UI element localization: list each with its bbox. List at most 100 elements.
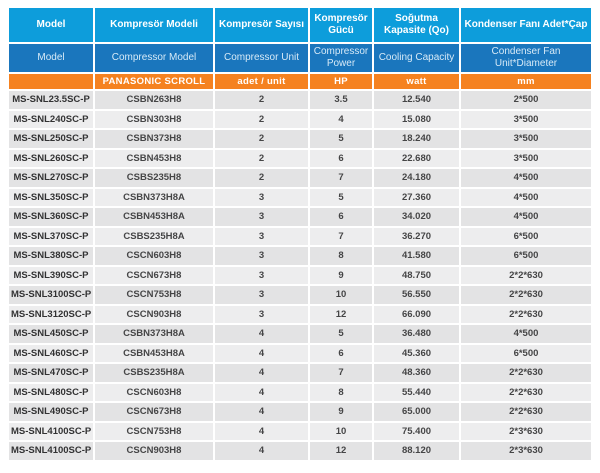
condenser-fan-cell: 4*500 — [461, 188, 591, 206]
compressor-power-cell: 10 — [310, 286, 372, 304]
table-row: MS-SNL470SC-P CSBS235H8A 4 7 48.360 2*2*630 — [9, 364, 591, 382]
condenser-fan-cell: 2*2*630 — [461, 364, 591, 382]
compressor-model-cell: CSBN373H8 — [95, 130, 213, 148]
model-cell: MS-SNL3120SC-P — [9, 305, 93, 323]
header-row-turkish: Model Kompresör Modeli Kompresör Sayısı … — [9, 8, 591, 42]
compressor-model-cell: CSBS235H8A — [95, 364, 213, 382]
cooling-capacity-cell: 27.360 — [374, 188, 459, 206]
table-row: MS-SNL23.5SC-P CSBN263H8 2 3.5 12.540 2*500 — [9, 91, 591, 109]
cooling-capacity-cell: 56.550 — [374, 286, 459, 304]
compressor-unit-cell: 2 — [215, 91, 308, 109]
header-compressor-model-en: Compressor Model — [95, 44, 213, 72]
table-row: MS-SNL460SC-P CSBN453H8A 4 6 45.360 6*500 — [9, 344, 591, 362]
compressor-spec-page: Model Kompresör Modeli Kompresör Sayısı … — [7, 6, 593, 462]
compressor-model-cell: CSCN753H8 — [95, 286, 213, 304]
compressor-model-cell: CSBN453H8A — [95, 344, 213, 362]
condenser-fan-cell: 2*2*630 — [461, 266, 591, 284]
unit-brand-cell: PANASONIC SCROLL — [95, 74, 213, 89]
table-body: MS-SNL23.5SC-P CSBN263H8 2 3.5 12.540 2*500 MS… — [9, 91, 591, 460]
cooling-capacity-cell: 45.360 — [374, 344, 459, 362]
compressor-power-cell: 9 — [310, 266, 372, 284]
compressor-unit-cell: 3 — [215, 286, 308, 304]
condenser-fan-cell: 2*500 — [461, 91, 591, 109]
model-cell: MS-SNL260SC-P — [9, 149, 93, 167]
compressor-model-cell: CSBN303H8 — [95, 110, 213, 128]
table-header: Model Kompresör Modeli Kompresör Sayısı … — [9, 8, 591, 89]
compressor-power-cell: 7 — [310, 227, 372, 245]
condenser-fan-cell: 2*3*630 — [461, 442, 591, 460]
compressor-unit-cell: 3 — [215, 188, 308, 206]
model-cell: MS-SNL450SC-P — [9, 325, 93, 343]
compressor-power-cell: 6 — [310, 208, 372, 226]
condenser-fan-cell: 2*2*630 — [461, 403, 591, 421]
table-row: MS-SNL3100SC-P CSCN753H8 3 10 56.550 2*2*630 — [9, 286, 591, 304]
condenser-fan-cell: 3*500 — [461, 110, 591, 128]
model-cell: MS-SNL23.5SC-P — [9, 91, 93, 109]
model-cell: MS-SNL4100SC-P — [9, 442, 93, 460]
compressor-power-cell: 6 — [310, 344, 372, 362]
compressor-unit-cell: 4 — [215, 383, 308, 401]
condenser-fan-cell: 3*500 — [461, 130, 591, 148]
model-cell: MS-SNL480SC-P — [9, 383, 93, 401]
compressor-model-cell: CSCN903H8 — [95, 442, 213, 460]
model-cell: MS-SNL370SC-P — [9, 227, 93, 245]
compressor-model-cell: CSBN263H8 — [95, 91, 213, 109]
compressor-model-cell: CSBS235H8A — [95, 227, 213, 245]
compressor-power-cell: 7 — [310, 169, 372, 187]
header-compressor-unit-tr: Kompresör Sayısı — [215, 8, 308, 42]
compressor-power-cell: 8 — [310, 383, 372, 401]
compressor-unit-cell: 2 — [215, 169, 308, 187]
condenser-fan-cell: 2*3*630 — [461, 422, 591, 440]
table-row: MS-SNL3120SC-P CSCN903H8 3 12 66.090 2*2*630 — [9, 305, 591, 323]
table-row: MS-SNL480SC-P CSCN603H8 4 8 55.440 2*2*630 — [9, 383, 591, 401]
compressor-power-cell: 7 — [310, 364, 372, 382]
cooling-capacity-cell: 34.020 — [374, 208, 459, 226]
model-cell: MS-SNL270SC-P — [9, 169, 93, 187]
compressor-model-cell: CSBN453H8 — [95, 149, 213, 167]
table-row: MS-SNL350SC-P CSBN373H8A 3 5 27.360 4*500 — [9, 188, 591, 206]
header-compressor-power-tr: Kompresör Gücü — [310, 8, 372, 42]
condenser-fan-cell: 4*500 — [461, 208, 591, 226]
model-cell: MS-SNL350SC-P — [9, 188, 93, 206]
header-compressor-model-tr: Kompresör Modeli — [95, 8, 213, 42]
compressor-model-cell: CSCN673H8 — [95, 266, 213, 284]
header-compressor-unit-en: Compressor Unit — [215, 44, 308, 72]
compressor-unit-cell: 2 — [215, 130, 308, 148]
header-model-tr: Model — [9, 8, 93, 42]
table-row: MS-SNL390SC-P CSCN673H8 3 9 48.750 2*2*630 — [9, 266, 591, 284]
header-model-en: Model — [9, 44, 93, 72]
compressor-power-cell: 9 — [310, 403, 372, 421]
model-cell: MS-SNL3100SC-P — [9, 286, 93, 304]
table-row: MS-SNL270SC-P CSBS235H8 2 7 24.180 4*500 — [9, 169, 591, 187]
model-cell: MS-SNL490SC-P — [9, 403, 93, 421]
condenser-fan-cell: 4*500 — [461, 325, 591, 343]
table-row: MS-SNL360SC-P CSBN453H8A 3 6 34.020 4*500 — [9, 208, 591, 226]
cooling-capacity-cell: 22.680 — [374, 149, 459, 167]
table-row: MS-SNL490SC-P CSCN673H8 4 9 65.000 2*2*630 — [9, 403, 591, 421]
compressor-power-cell: 4 — [310, 110, 372, 128]
compressor-power-cell: 8 — [310, 247, 372, 265]
cooling-capacity-cell: 48.750 — [374, 266, 459, 284]
unit-count-cell: adet / unit — [215, 74, 308, 89]
header-row-english: Model Compressor Model Compressor Unit C… — [9, 44, 591, 72]
cooling-capacity-cell: 65.000 — [374, 403, 459, 421]
model-cell: MS-SNL390SC-P — [9, 266, 93, 284]
compressor-model-cell: CSCN603H8 — [95, 247, 213, 265]
unit-empty-cell — [9, 74, 93, 89]
header-condenser-fan-en: Condenser Fan Unit*Diameter — [461, 44, 591, 72]
table-row: MS-SNL380SC-P CSCN603H8 3 8 41.580 6*500 — [9, 247, 591, 265]
header-condenser-fan-tr: Kondenser Fanı Adet*Çap — [461, 8, 591, 42]
compressor-unit-cell: 4 — [215, 364, 308, 382]
compressor-model-cell: CSCN603H8 — [95, 383, 213, 401]
cooling-capacity-cell: 36.270 — [374, 227, 459, 245]
model-cell: MS-SNL250SC-P — [9, 130, 93, 148]
header-compressor-power-en: Compressor Power — [310, 44, 372, 72]
condenser-fan-cell: 2*2*630 — [461, 286, 591, 304]
table-row: MS-SNL370SC-P CSBS235H8A 3 7 36.270 6*500 — [9, 227, 591, 245]
condenser-fan-cell: 6*500 — [461, 227, 591, 245]
compressor-unit-cell: 3 — [215, 247, 308, 265]
unit-mm-cell: mm — [461, 74, 591, 89]
compressor-model-cell: CSCN673H8 — [95, 403, 213, 421]
compressor-model-cell: CSCN903H8 — [95, 305, 213, 323]
cooling-capacity-cell: 18.240 — [374, 130, 459, 148]
